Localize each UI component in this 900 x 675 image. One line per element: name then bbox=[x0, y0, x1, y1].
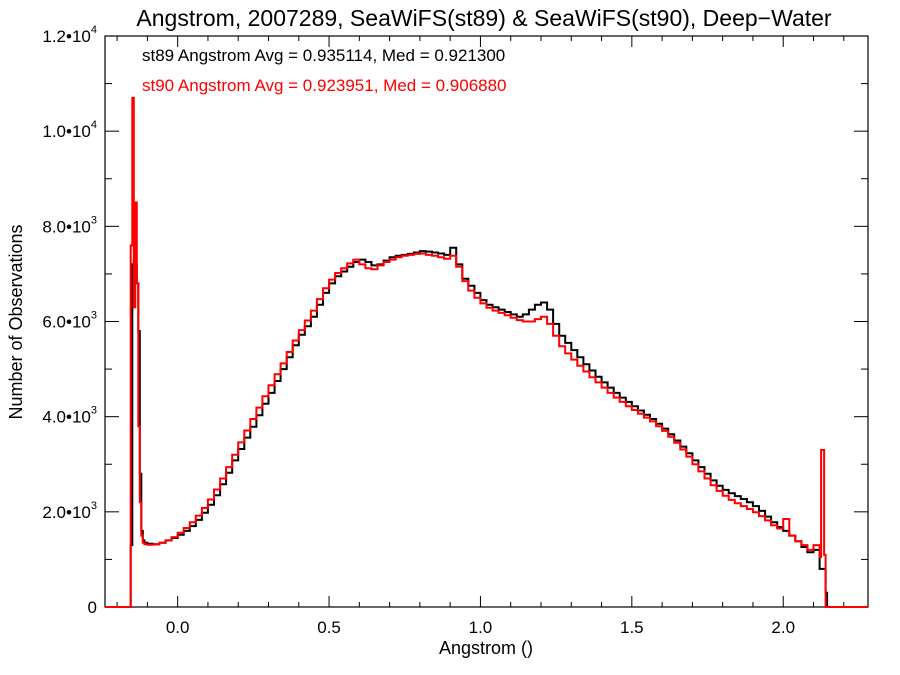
x-axis: 0.0 0.5 1.0 1.5 2.0 bbox=[116, 36, 845, 637]
legend-entry-st89: st89 Angstrom Avg = 0.935114, Med = 0.92… bbox=[142, 46, 505, 65]
plot-frame bbox=[104, 35, 869, 608]
y-tick-label: 6.0•103 bbox=[42, 310, 97, 332]
series-st90-line bbox=[105, 96, 868, 608]
x-tick-label: 0.0 bbox=[166, 618, 190, 637]
y-tick-label: 4.0•103 bbox=[42, 405, 97, 427]
y-tick-mantissa: 4.0•10 bbox=[42, 408, 91, 427]
y-tick-label: 1.0•104 bbox=[42, 119, 97, 141]
y-tick-exponent: 3 bbox=[91, 500, 97, 512]
y-tick-mantissa: 2.0•10 bbox=[42, 503, 91, 522]
y-tick-mantissa: 1.0•10 bbox=[42, 122, 91, 141]
y-tick-exponent: 3 bbox=[91, 310, 97, 322]
y-tick-label: 2.0•103 bbox=[42, 500, 97, 522]
x-tick-label: 1.0 bbox=[469, 618, 493, 637]
y-axis-title: Number of Observations bbox=[6, 224, 26, 419]
x-tick-label: 1.5 bbox=[620, 618, 644, 637]
y-tick-label: 0 bbox=[88, 598, 97, 617]
y-tick-exponent: 4 bbox=[91, 119, 97, 131]
y-tick-exponent: 3 bbox=[91, 405, 97, 417]
x-tick-label: 2.0 bbox=[771, 618, 795, 637]
y-tick-label: 1.2•104 bbox=[42, 24, 97, 46]
y-tick-mantissa: 8.0•10 bbox=[42, 217, 91, 236]
y-tick-exponent: 4 bbox=[91, 24, 97, 36]
y-tick-mantissa: 6.0•10 bbox=[42, 313, 91, 332]
series-layer bbox=[105, 96, 868, 608]
y-tick-mantissa: 1.2•10 bbox=[42, 27, 91, 46]
x-axis-title: Angstrom () bbox=[439, 638, 533, 658]
series-st89-line bbox=[105, 246, 868, 608]
x-tick-label: 0.5 bbox=[317, 618, 341, 637]
y-tick-exponent: 3 bbox=[91, 214, 97, 226]
y-axis: 02.0•1034.0•1036.0•1038.0•1031.0•1041.2•… bbox=[42, 24, 868, 617]
legend-entry-st90: st90 Angstrom Avg = 0.923951, Med = 0.90… bbox=[142, 76, 507, 95]
chart-title: Angstrom, 2007289, SeaWiFS(st89) & SeaWi… bbox=[136, 5, 832, 31]
y-tick-mantissa: 0 bbox=[88, 598, 97, 617]
y-tick-label: 8.0•103 bbox=[42, 214, 97, 236]
